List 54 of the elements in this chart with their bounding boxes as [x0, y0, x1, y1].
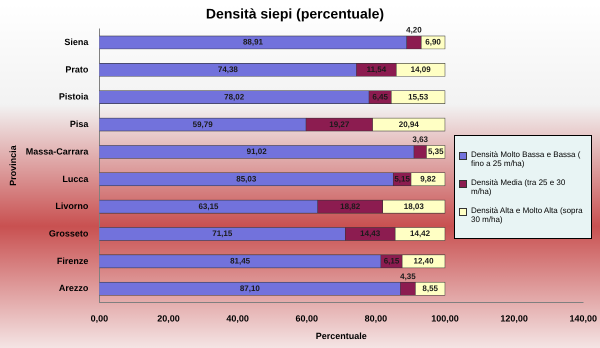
x-tick-label: 0,00: [90, 313, 108, 324]
data-label: 63,15: [198, 202, 220, 211]
y-tick-label: Siena: [64, 36, 90, 47]
y-tick-label: Firenze: [56, 256, 88, 266]
data-label: 5,35: [428, 147, 444, 156]
y-tick-label: Lucca: [62, 174, 90, 184]
data-label: 59,79: [192, 120, 214, 129]
data-label: 6,45: [372, 92, 388, 102]
data-label: 5,15: [394, 174, 410, 184]
y-tick-label: Pistoia: [58, 92, 90, 102]
data-label: 3,63: [412, 135, 429, 144]
data-label: 18,03: [404, 202, 424, 211]
y-tick-label: Pisa: [70, 119, 90, 130]
data-label: 12,40: [414, 256, 434, 266]
x-tick-label: 40,00: [226, 313, 249, 324]
data-label: 81,45: [230, 256, 251, 266]
data-label: 6,15: [384, 256, 400, 266]
y-tick-label: Arezzo: [58, 283, 89, 294]
data-label: 11,54: [366, 65, 387, 74]
data-label: 18,82: [340, 202, 361, 211]
data-label: 14,42: [410, 229, 431, 238]
data-label: 91,02: [246, 147, 268, 156]
x-tick-label: 100,00: [431, 313, 459, 324]
data-label: 14,09: [410, 65, 432, 74]
data-label: 19,27: [329, 120, 350, 129]
data-label: 8,55: [422, 284, 439, 293]
y-tick-label: Prato: [65, 64, 89, 74]
data-label: 88,91: [242, 38, 264, 47]
x-tick-label: 60,00: [295, 313, 318, 324]
data-label: 4,35: [400, 272, 416, 281]
chart-title: Densità siepi (percentuale): [206, 5, 384, 22]
y-axis-title: Provincia: [8, 144, 18, 186]
data-label: 71,15: [212, 229, 233, 238]
y-tick-label: Massa-Carrara: [26, 146, 90, 156]
data-label: 9,82: [420, 174, 436, 184]
x-tick-label: 140,00: [569, 313, 597, 324]
x-tick-label: 120,00: [500, 313, 528, 324]
data-label: 87,10: [240, 284, 260, 293]
y-tick-label: Livorno: [55, 201, 89, 212]
data-label: 14,43: [360, 229, 381, 238]
x-axis-title: Percentuale: [316, 331, 367, 342]
x-tick-label: 80,00: [364, 313, 388, 324]
data-label: 20,94: [398, 120, 420, 129]
y-tick-label: Grosseto: [48, 228, 89, 238]
text: Densità Molto Bassa e Bassa ( fino a 25 m/ha): [471, 150, 582, 168]
data-label: 85,03: [236, 174, 257, 184]
data-label: 4,20: [406, 26, 422, 35]
x-tick-label: 20,00: [157, 313, 180, 324]
legend-label: Densità Alta e Molto Alta (sopra 30 m/ha): [471, 206, 584, 224]
data-label: 6,90: [425, 38, 442, 47]
data-label: 78,02: [224, 92, 245, 102]
legend-label: Densità Media (tra 25 e 30 m/ha): [471, 178, 566, 196]
data-label: 74,38: [218, 65, 238, 74]
data-label: 15,53: [408, 92, 429, 102]
